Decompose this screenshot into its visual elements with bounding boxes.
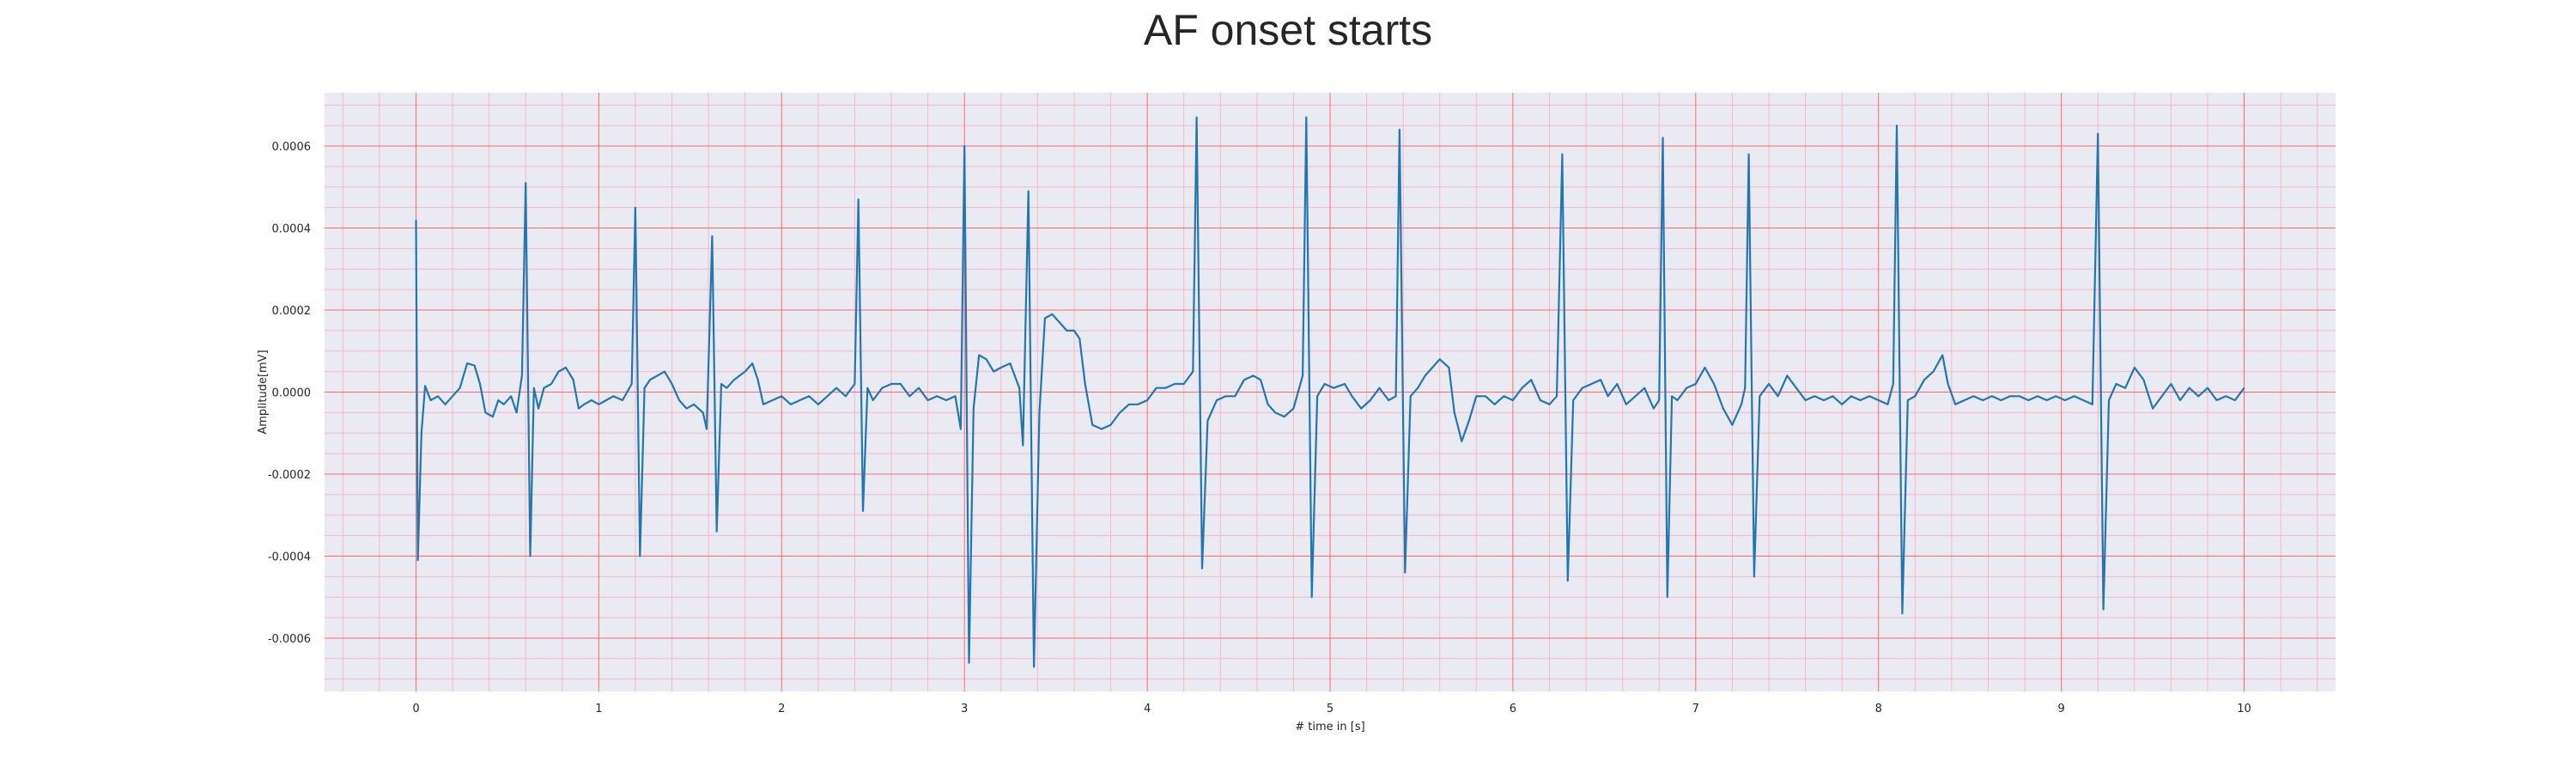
x-tick-label: 9 bbox=[2057, 703, 2064, 715]
y-tick-label: 0.0006 bbox=[272, 141, 312, 154]
x-tick-label: 10 bbox=[2237, 703, 2251, 715]
x-axis: 0 1 2 3 4 5 6 7 8 9 10 bbox=[412, 703, 2251, 715]
y-tick-label: -0.0002 bbox=[268, 469, 311, 482]
y-tick-label: 0.0000 bbox=[272, 387, 312, 400]
x-tick-label: 0 bbox=[412, 703, 419, 715]
x-tick-label: 6 bbox=[1510, 703, 1516, 715]
x-tick-label: 7 bbox=[1692, 703, 1699, 715]
x-axis-label: # time in [s] bbox=[1295, 721, 1364, 733]
x-tick-label: 5 bbox=[1327, 703, 1334, 715]
y-tick-label: 0.0002 bbox=[272, 305, 312, 318]
y-tick-label: -0.0006 bbox=[268, 633, 311, 646]
ecg-signal-line bbox=[415, 116, 2245, 668]
y-axis-label: Amplitude[mV] bbox=[257, 350, 270, 434]
x-tick-label: 2 bbox=[778, 703, 785, 715]
x-tick-label: 4 bbox=[1144, 703, 1151, 715]
y-axis: -0.0006 -0.0004 -0.0002 0.0000 0.0002 0.0004 0… bbox=[268, 141, 311, 646]
x-tick-label: 8 bbox=[1875, 703, 1882, 715]
x-tick-label: 3 bbox=[961, 703, 968, 715]
series-layer bbox=[415, 116, 2245, 668]
x-tick-label: 1 bbox=[595, 703, 602, 715]
y-tick-label: 0.0004 bbox=[272, 223, 312, 236]
major-grid bbox=[325, 93, 2336, 691]
y-tick-label: -0.0004 bbox=[268, 551, 311, 563]
chart-title: AF onset starts bbox=[1143, 6, 1433, 54]
